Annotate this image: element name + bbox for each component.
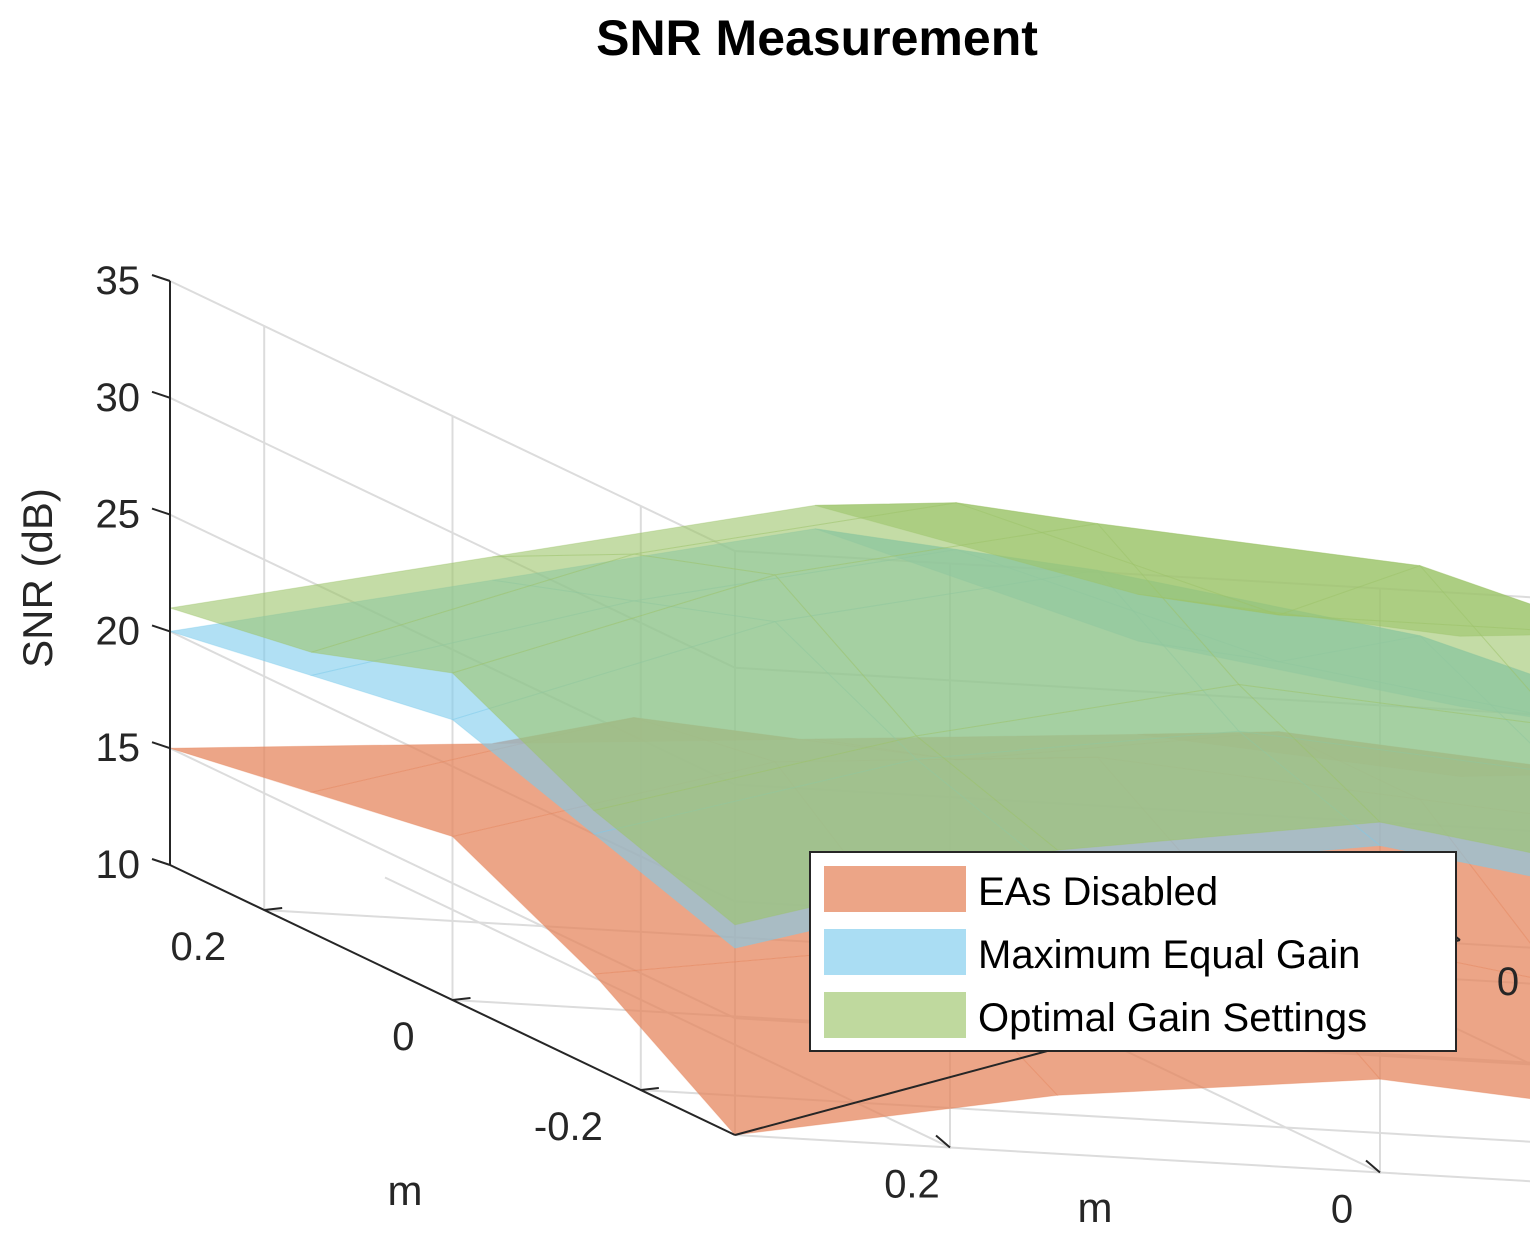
legend-swatch-eas-disabled — [824, 866, 966, 912]
z-tick-label: 30 — [96, 376, 141, 420]
legend: EAs Disabled Maximum Equal Gain Optimal … — [809, 851, 1457, 1052]
z-tick — [151, 390, 171, 399]
y-axis-label: m — [1078, 1184, 1113, 1231]
x-tick-label: -0.2 — [534, 1105, 603, 1149]
x-tick-label: 0.2 — [171, 925, 227, 969]
chart-title: SNR Measurement — [596, 10, 1038, 66]
x-tick — [264, 907, 283, 911]
y-tick — [935, 1134, 951, 1149]
x-tick — [452, 997, 471, 1001]
x-tick — [640, 1087, 659, 1091]
z-tick-label: 15 — [96, 726, 141, 770]
z-tick-label: 35 — [96, 259, 141, 303]
y-tick — [1365, 1159, 1381, 1174]
z-tick-label: 10 — [96, 843, 141, 887]
z-tick-label: 25 — [96, 493, 141, 537]
legend-swatch-maximum-equal-gain — [824, 929, 966, 975]
legend-label-eas-disabled: EAs Disabled — [978, 870, 1218, 914]
z-tick-label: 20 — [96, 609, 141, 653]
x-axis-label: m — [388, 1167, 423, 1214]
legend-swatch-optimal-gain-settings — [824, 992, 966, 1038]
x-tick-label: 0 — [392, 1015, 414, 1059]
z-tick — [151, 507, 171, 516]
y-tick-label: 0 — [1331, 1188, 1353, 1232]
legend-label-maximum-equal-gain: Maximum Equal Gain — [978, 933, 1360, 977]
legend-label-optimal-gain-settings: Optimal Gain Settings — [978, 996, 1367, 1040]
y-tick-label: 0.2 — [884, 1163, 940, 1207]
y-extra-tick-label: 0 — [1497, 960, 1519, 1004]
surface-2 — [169, 502, 1530, 926]
z-tick — [151, 274, 171, 282]
z-axis-label: SNR (dB) — [14, 488, 61, 668]
z-tick — [151, 858, 171, 866]
z-tick — [151, 741, 171, 750]
z-tick — [151, 624, 171, 633]
